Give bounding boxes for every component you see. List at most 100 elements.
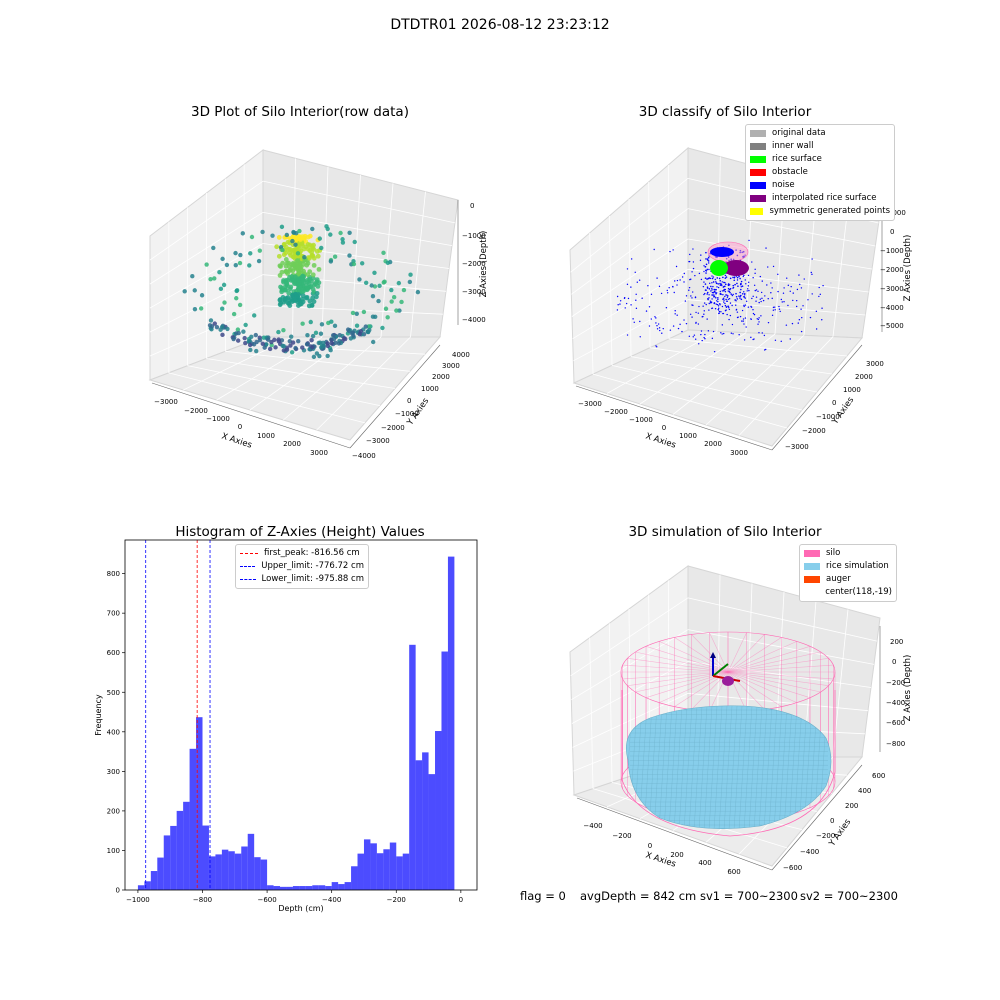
noise-point <box>704 265 707 268</box>
noise-point <box>761 332 763 334</box>
figure-title: DTDTR01 2026-08-12 23:23:12 <box>390 17 610 33</box>
raw-xtick: −1000 <box>206 415 230 423</box>
noise-point <box>774 339 777 341</box>
data-point <box>317 353 322 359</box>
sv1-text: sv1 = 700~2300 <box>700 889 798 903</box>
noise-point <box>731 323 734 326</box>
data-point <box>287 339 293 344</box>
y-tick-label: 300 <box>107 768 120 776</box>
data-point <box>330 333 336 338</box>
noise-point <box>705 263 708 266</box>
data-point <box>300 289 306 294</box>
noise-point <box>802 305 804 307</box>
histogram-bar <box>428 774 436 890</box>
legend-item: obstacle <box>750 166 890 179</box>
noise-point <box>648 306 651 308</box>
silo-wire <box>727 641 797 673</box>
data-point <box>192 288 197 293</box>
noise-point <box>676 314 678 316</box>
noise-point <box>734 283 736 286</box>
noise-point <box>707 330 710 332</box>
legend-line <box>240 553 258 554</box>
data-point <box>272 337 277 343</box>
noise-point <box>752 312 755 315</box>
histogram-bar <box>383 849 390 890</box>
noise-point <box>740 288 742 291</box>
mesh-line <box>768 705 778 829</box>
noise-point <box>778 308 781 310</box>
raw-point-cloud <box>182 224 421 360</box>
noise-point <box>743 296 746 298</box>
data-point <box>284 232 290 238</box>
noise-point <box>658 285 661 288</box>
cls-xtick: 3000 <box>730 449 748 457</box>
histogram-bar <box>409 644 416 890</box>
noise-point <box>729 314 732 317</box>
noise-point <box>707 256 710 259</box>
rice-surface <box>626 705 832 829</box>
noise-point <box>811 293 813 295</box>
silo-wire <box>727 632 747 673</box>
cls-ytick: 2000 <box>855 373 873 381</box>
noise-point <box>774 306 776 308</box>
noise-point <box>756 318 758 320</box>
noise-point <box>747 306 750 308</box>
sim-ztick: −400 <box>886 699 905 707</box>
histogram-bar <box>376 853 384 890</box>
noise-point <box>677 327 680 330</box>
data-point <box>298 237 303 242</box>
data-point <box>354 323 360 328</box>
noise-point <box>721 305 724 308</box>
noise-point <box>660 292 663 295</box>
data-point <box>265 337 271 342</box>
raw-zlabel: Z Axies (Depth) <box>479 231 489 298</box>
legend-item: original data <box>750 127 890 140</box>
data-point <box>214 324 220 330</box>
y-tick-label: 700 <box>107 610 120 618</box>
simulation-legend: silo rice simulation auger center(118,-1… <box>799 544 897 602</box>
data-point <box>372 270 377 275</box>
noise-point <box>783 287 785 289</box>
histogram-bar <box>144 881 151 890</box>
noise-point <box>799 283 801 286</box>
noise-point <box>724 302 726 305</box>
noise-point <box>745 300 748 302</box>
data-point <box>211 245 216 251</box>
noise-point <box>789 338 791 340</box>
noise-point <box>815 328 818 330</box>
data-point <box>318 331 324 336</box>
noise-point <box>706 278 708 280</box>
raw-ztick: −1000 <box>462 232 486 240</box>
noise-point <box>728 298 731 300</box>
data-point <box>277 297 283 303</box>
noise-point <box>683 281 685 283</box>
noise-point <box>713 295 716 298</box>
noise-point <box>683 272 685 275</box>
data-point <box>234 288 239 294</box>
noise-point <box>803 278 805 280</box>
mesh-line <box>743 705 753 829</box>
noise-point <box>711 337 714 340</box>
noise-point <box>626 268 629 270</box>
noise-point <box>729 302 732 304</box>
noise-point <box>709 277 712 280</box>
mesh-line <box>653 705 663 829</box>
data-point <box>281 299 287 305</box>
histogram-bar <box>292 886 300 890</box>
data-point <box>309 243 315 249</box>
data-point <box>295 299 301 305</box>
noise-point <box>623 297 626 300</box>
noise-point <box>742 318 745 320</box>
noise-point <box>739 294 742 297</box>
noise-point <box>786 277 788 279</box>
noise-point <box>650 293 653 296</box>
noise-point <box>780 340 782 343</box>
raw-xtick: 0 <box>238 423 242 431</box>
data-point <box>212 276 217 281</box>
noise-point <box>691 304 693 306</box>
data-point <box>238 252 243 258</box>
noise-point <box>692 267 695 270</box>
noise-point <box>681 276 684 278</box>
noise-point <box>711 307 713 310</box>
histogram-x-ticks: −1000 −800 −600 −400 −200 0 <box>126 890 463 904</box>
